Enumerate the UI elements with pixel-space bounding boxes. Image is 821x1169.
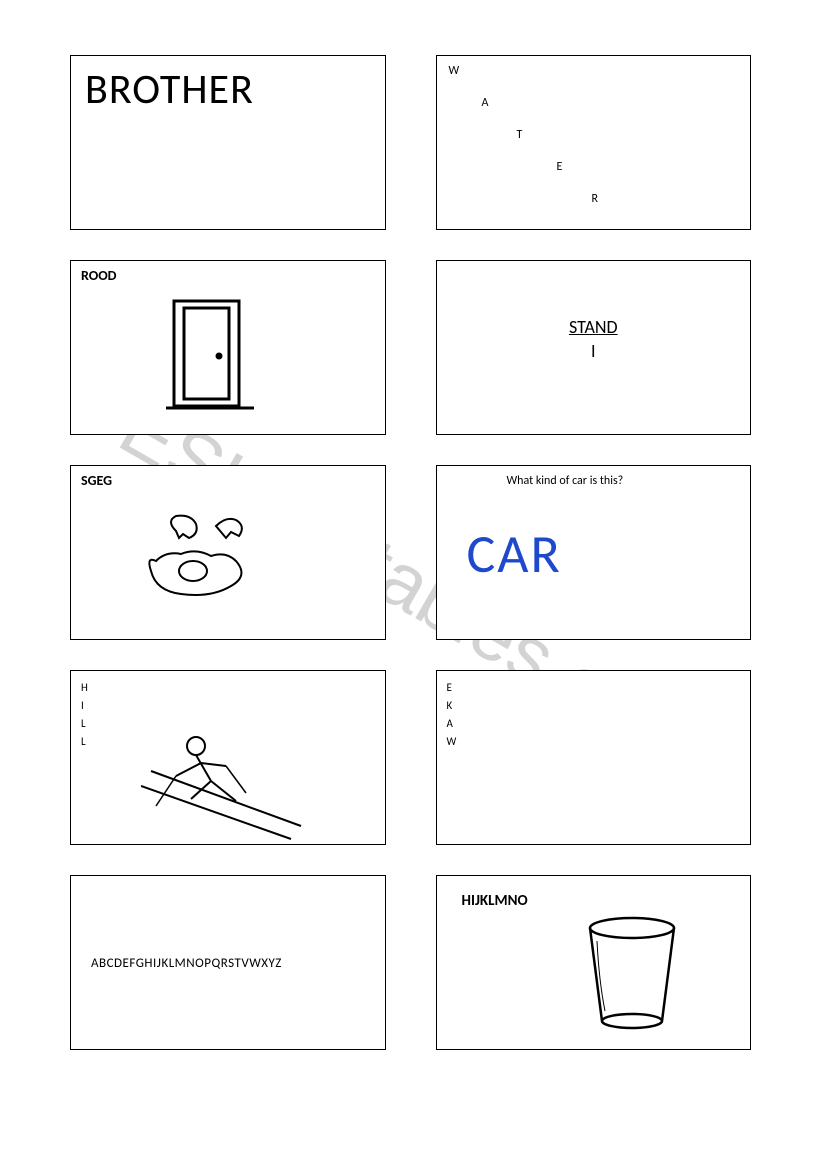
stand-word: STAND <box>569 316 618 338</box>
water-letter: A <box>482 96 489 110</box>
hijklmno-label: HIJKLMNO <box>462 892 528 910</box>
water-letter: E <box>557 160 563 174</box>
skier-icon <box>141 731 311 841</box>
sgeg-label: SGEG <box>81 472 112 489</box>
hill-letter: L <box>81 733 88 751</box>
alphabet-text: ABCDEFGHIJKLMNOPQRSTVWXYZ <box>91 956 282 971</box>
card-stand: STAND I <box>436 260 752 435</box>
ekaw-letter: W <box>447 733 457 751</box>
card-hill: H I L L <box>70 670 386 845</box>
ekaw-letter: K <box>447 697 457 715</box>
card-water: W A T E R <box>436 55 752 230</box>
glass-icon <box>577 916 687 1036</box>
card-hijklmno: HIJKLMNO <box>436 875 752 1050</box>
card-grid: BROTHER W A T E R ROOD STAND I <box>70 55 751 1050</box>
card-sgeg: SGEG <box>70 465 386 640</box>
water-letter: T <box>517 128 523 142</box>
ekaw-letter: E <box>447 679 457 697</box>
scrambled-eggs-icon <box>131 506 281 616</box>
hill-letter: H <box>81 679 88 697</box>
card-car: What kind of car is this? CAR <box>436 465 752 640</box>
water-letter: R <box>592 192 599 206</box>
ekaw-letters: E K A W <box>447 679 457 751</box>
worksheet-page: ESLprintables.com BROTHER W A T E R ROOD <box>0 0 821 1169</box>
car-question: What kind of car is this? <box>507 474 624 488</box>
car-word: CAR <box>467 521 562 587</box>
water-letter: W <box>449 64 460 78</box>
card-brother: BROTHER <box>70 55 386 230</box>
hill-letters: H I L L <box>81 679 88 751</box>
rood-label: ROOD <box>81 267 117 284</box>
card-ekaw: E K A W <box>436 670 752 845</box>
ekaw-letter: A <box>447 715 457 733</box>
door-icon <box>166 296 256 416</box>
brother-text: BROTHER <box>71 56 385 123</box>
stand-i: I <box>437 340 751 362</box>
hill-letter: L <box>81 715 88 733</box>
card-alphabet: ABCDEFGHIJKLMNOPQRSTVWXYZ <box>70 875 386 1050</box>
hill-letter: I <box>81 697 88 715</box>
card-rood: ROOD <box>70 260 386 435</box>
stand-content: STAND I <box>437 261 751 362</box>
